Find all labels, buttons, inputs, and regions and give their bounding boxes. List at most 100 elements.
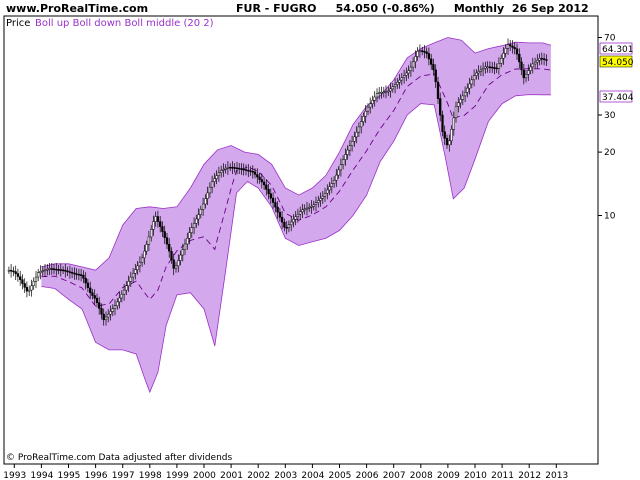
- y-tick-label: 30: [604, 111, 616, 121]
- x-tick-label: 2013: [545, 471, 568, 480]
- boll-up-line: [41, 37, 552, 271]
- candle-body: [145, 244, 148, 252]
- candle-body: [104, 316, 108, 321]
- candle-body: [251, 171, 254, 173]
- candle-body: [265, 184, 268, 190]
- candle-body: [217, 172, 221, 176]
- candle-body: [479, 69, 483, 72]
- candle-body: [536, 59, 539, 63]
- candle-body: [488, 66, 492, 69]
- candle-body: [28, 289, 31, 292]
- candle-body: [312, 204, 315, 207]
- candle-body: [244, 169, 248, 171]
- candle-body: [402, 75, 406, 79]
- candle-body: [317, 200, 320, 203]
- candle-body: [93, 295, 96, 299]
- candle-body: [84, 277, 87, 284]
- candle-body: [409, 66, 413, 71]
- candle-body: [66, 270, 69, 273]
- chart-period: Monthly: [453, 2, 505, 15]
- candle-body: [181, 249, 184, 256]
- x-tick-label: 2001: [220, 471, 243, 480]
- candle-body: [335, 174, 338, 181]
- candle-body: [276, 206, 279, 213]
- candle-body: [186, 238, 189, 245]
- candle-body: [143, 250, 146, 259]
- candle-body: [256, 174, 259, 178]
- candle-body: [55, 268, 58, 271]
- candle-body: [267, 189, 270, 194]
- candle-body: [91, 292, 94, 296]
- candle-body: [545, 59, 548, 61]
- candle-body: [77, 273, 81, 276]
- candle-body: [21, 279, 24, 284]
- candle-body: [247, 169, 250, 172]
- candle-body: [283, 221, 286, 228]
- boll-down-line: [41, 94, 551, 394]
- candle-body: [122, 289, 126, 295]
- candle-body: [125, 285, 128, 291]
- x-tick-label: 2004: [301, 471, 324, 480]
- candle-body: [360, 121, 363, 128]
- candle-body: [457, 102, 460, 107]
- x-tick-label: 1996: [85, 471, 108, 480]
- legend-bollinger-label: Boll up Boll down Boll middle (20 2): [35, 18, 214, 29]
- candle-body: [179, 254, 182, 261]
- candle-body: [118, 297, 121, 303]
- candle-body: [19, 276, 22, 280]
- candle-body: [278, 211, 282, 218]
- candle-body: [425, 51, 428, 54]
- candle-body: [197, 214, 200, 220]
- candle-body: [240, 168, 243, 170]
- y-tick-label: 20: [604, 148, 616, 158]
- candle-body: [450, 129, 453, 142]
- candle-body: [79, 274, 83, 276]
- x-tick-label: 2009: [437, 471, 460, 480]
- candle-body: [37, 272, 40, 278]
- candle-body: [174, 265, 178, 269]
- candle-body: [533, 61, 537, 65]
- x-tick-label: 1999: [166, 471, 189, 480]
- candle-body: [147, 236, 151, 245]
- candle-body: [285, 227, 288, 229]
- candle-body: [504, 48, 507, 54]
- candle-body: [73, 272, 76, 275]
- candle-body: [188, 232, 191, 239]
- candle-body: [540, 58, 543, 60]
- candle-body: [481, 68, 485, 71]
- candle-body: [441, 114, 444, 132]
- boll-down-value: 37.404: [602, 93, 634, 103]
- x-tick-label: 2010: [464, 471, 487, 480]
- x-tick-label: 2008: [410, 471, 433, 480]
- candle-body: [192, 223, 196, 229]
- candle-body: [445, 138, 449, 146]
- candle-body: [321, 195, 324, 199]
- candle-body: [116, 301, 119, 306]
- candle-body: [109, 311, 112, 315]
- candle-body: [459, 99, 462, 104]
- candle-body: [102, 313, 105, 321]
- price-label-boll-down: 37.404: [599, 90, 634, 103]
- candle-body: [177, 260, 180, 267]
- candle-body: [463, 91, 467, 97]
- candle-body: [172, 259, 175, 269]
- candle-body: [398, 79, 401, 83]
- candle-body: [64, 269, 67, 272]
- candle-body: [454, 106, 458, 119]
- candle-body: [61, 269, 65, 272]
- candle-body: [369, 103, 372, 108]
- candle-body: [513, 47, 516, 50]
- candle-body: [156, 216, 160, 222]
- x-tick-label: 1997: [112, 471, 135, 480]
- candle-body: [524, 73, 528, 79]
- legend-price-label: Price: [6, 18, 30, 29]
- candle-body: [95, 297, 99, 303]
- candle-body: [421, 50, 424, 52]
- candle-body: [326, 189, 329, 194]
- y-tick-label: 10: [604, 212, 616, 222]
- candle-body: [68, 271, 72, 273]
- candle-body: [213, 178, 216, 182]
- candle-body: [432, 64, 435, 71]
- candle-body: [294, 216, 297, 220]
